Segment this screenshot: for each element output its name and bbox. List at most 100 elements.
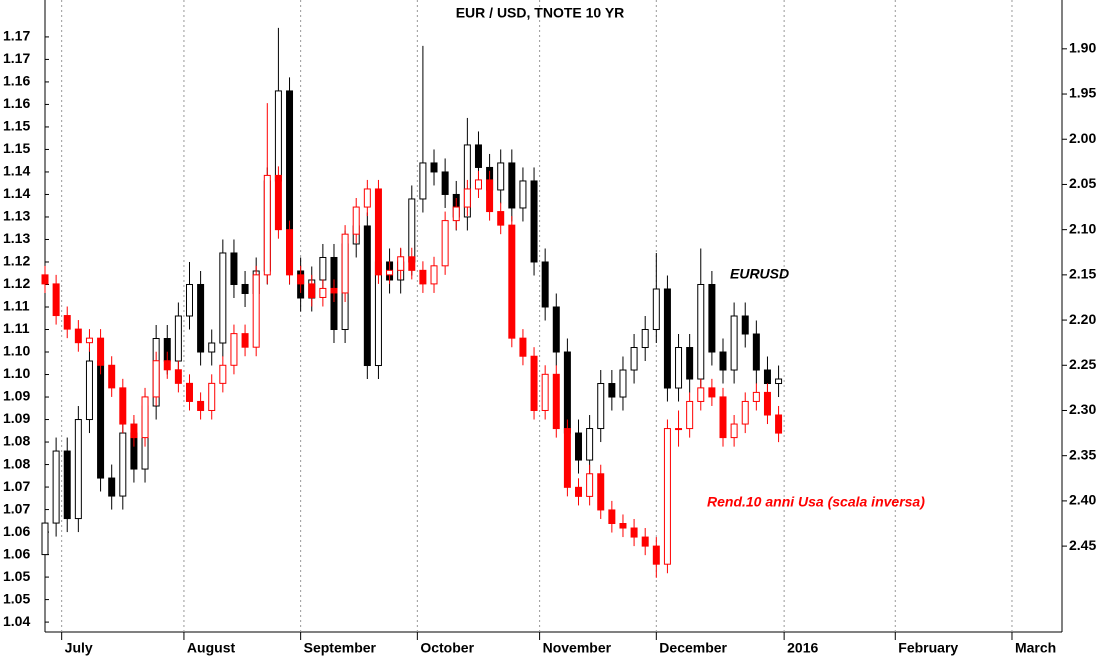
candle-body [130,423,138,439]
candle-body [530,355,538,411]
candle-body [652,288,660,331]
candle-body [608,383,616,398]
candle-body [474,179,482,190]
candle-body [52,450,60,524]
candle-body [441,171,449,195]
candle-body [708,387,716,398]
y-tick-label: 1.04 [3,613,30,629]
candle-body [763,391,771,416]
candle-body [597,473,605,511]
candle-body [641,536,649,547]
candle-body [174,369,182,384]
candle-body [775,414,783,434]
candle-body [119,432,127,497]
y2-tick-label: 2.20 [1069,311,1096,327]
candle-body [397,256,405,271]
candle-body [419,162,427,200]
x-tick-label: March [1015,640,1056,656]
candle-body [330,287,338,294]
candle-body [775,378,783,385]
candle-body [563,428,571,488]
candle-body [308,283,316,298]
candle-body [675,428,683,431]
y2-tick-label: 2.35 [1069,446,1096,462]
y2-tick-label: 1.95 [1069,85,1096,101]
candle-body [586,473,594,497]
candle-body [274,174,282,231]
candle-body [630,347,638,371]
candle-body [208,342,216,353]
candle-body [552,373,560,430]
y-tick-label: 1.06 [3,545,30,561]
candle-body [697,283,705,380]
candle-body [719,396,727,439]
candle-body [208,382,216,411]
candle-body [252,274,260,348]
candle-body [597,383,605,430]
candle-body [63,450,71,520]
candle-body [430,265,438,285]
x-tick-label: October [420,640,474,656]
candle-body [185,382,193,402]
candle-body [652,545,660,565]
candle-body [441,220,449,267]
candle-body [152,360,160,398]
y-tick-label: 1.07 [3,478,30,494]
candle-body [752,333,760,371]
candle-body [85,360,93,421]
candle-body [675,347,683,389]
candle-body [719,351,727,371]
candle-body [686,347,694,380]
y-tick-label: 1.08 [3,455,30,471]
x-tick-label: August [187,640,236,656]
candle-body [174,315,182,362]
candle-body [241,283,249,294]
x-tick-label: February [898,640,958,656]
y-tick-label: 1.14 [3,185,30,201]
series-label: EURUSD [730,266,789,282]
y-tick-label: 1.15 [3,140,30,156]
candle-body [230,333,238,366]
y-tick-label: 1.07 [3,500,30,516]
candle-body [697,387,705,402]
chart-title: EUR / USD, TNOTE 10 YR [456,5,625,21]
candle-body [185,283,193,317]
y-tick-label: 1.11 [3,320,30,336]
candle-body [108,364,116,389]
candle-body [41,274,49,285]
candle-body [363,225,371,367]
candle-body [430,162,438,173]
y2-tick-label: 2.10 [1069,220,1096,236]
candle-body [197,283,205,353]
y-tick-label: 1.10 [3,365,30,381]
y2-tick-label: 2.25 [1069,356,1096,372]
candle-body [452,206,460,222]
candle-body [85,337,93,344]
candle-body [486,179,494,213]
candle-body [519,337,527,357]
y2-tick-label: 1.90 [1069,40,1096,56]
y-tick-label: 1.10 [3,343,30,359]
candle-body [730,423,738,439]
candle-body [374,188,382,276]
x-tick-label: December [659,640,727,656]
y-tick-label: 1.12 [3,253,30,269]
y2-tick-label: 2.40 [1069,492,1096,508]
y-tick-label: 1.09 [3,410,30,426]
candle-body [619,369,627,398]
candle-body [74,419,82,520]
candle-body [463,188,471,208]
y-tick-label: 1.17 [3,28,30,44]
candle-body [297,274,305,285]
candle-body [230,252,238,285]
candle-body [141,396,149,439]
candle-body [497,162,505,191]
candle-body [352,206,360,235]
candle-body [619,523,627,529]
candle-body [386,269,394,276]
x-tick-label: November [543,640,612,656]
candle-body [663,288,671,389]
candle-body [74,328,82,344]
candle-body [608,509,616,525]
